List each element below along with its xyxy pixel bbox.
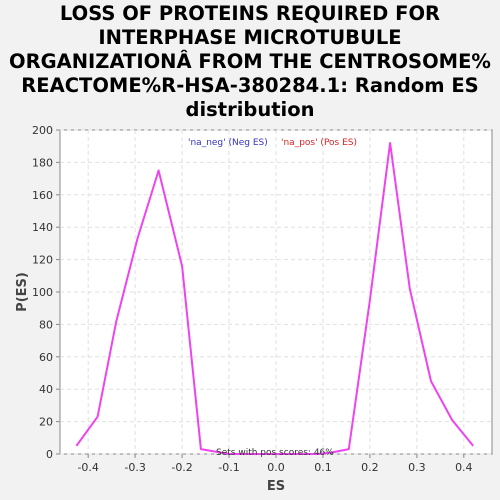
chart-title: LOSS OF PROTEINS REQUIRED FOR INTERPHASE… xyxy=(0,2,500,122)
y-tick-label: 140 xyxy=(32,221,53,234)
y-tick-label: 180 xyxy=(32,156,53,169)
x-tick-label: 0.2 xyxy=(361,461,379,474)
x-tick-label: 0.4 xyxy=(455,461,473,474)
y-tick-label: 20 xyxy=(39,416,53,429)
y-tick-label: 60 xyxy=(39,351,53,364)
y-tick-label: 0 xyxy=(46,448,53,461)
title-line: INTERPHASE MICROTUBULE xyxy=(98,26,402,49)
title-line: REACTOME%R-HSA-380284.1: Random ES xyxy=(21,74,479,97)
legend: 'na_neg' (Neg ES) 'na_pos' (Pos ES) xyxy=(188,138,357,148)
y-tick-label: 40 xyxy=(39,383,53,396)
y-tick-label: 100 xyxy=(32,286,53,299)
legend-entry-neg: 'na_neg' (Neg ES) xyxy=(188,138,268,148)
x-tick-label: -0.2 xyxy=(171,461,192,474)
title-line: ORGANIZATIONÂ FROM THE CENTROSOME% xyxy=(9,50,491,73)
es-series-line xyxy=(75,142,474,455)
y-tick-label: 80 xyxy=(39,318,53,331)
legend-entry-pos: 'na_pos' (Pos ES) xyxy=(281,138,357,148)
title-line: distribution xyxy=(185,98,315,121)
x-tick-label: -0.3 xyxy=(124,461,145,474)
x-tick-label: 0.1 xyxy=(314,461,332,474)
y-tick-label: 200 xyxy=(32,124,53,137)
x-tick-label: -0.1 xyxy=(218,461,239,474)
y-axis-label: P(ES) xyxy=(15,272,30,312)
y-tick-label: 120 xyxy=(32,254,53,267)
x-axis-label: ES xyxy=(267,479,285,494)
series-layer xyxy=(75,142,474,455)
x-tick-label: 0.3 xyxy=(408,461,426,474)
title-line: LOSS OF PROTEINS REQUIRED FOR xyxy=(59,2,441,25)
x-tick-label: 0.0 xyxy=(267,461,285,474)
y-tick-label: 160 xyxy=(32,189,53,202)
axes: -0.4 -0.3 -0.2 -0.1 0.0 0.1 0.2 0.3 0.4 0 20 40 60 80… xyxy=(32,124,473,474)
x-tick-label: -0.4 xyxy=(77,461,98,474)
chart-annotation: Sets with pos scores: 46% xyxy=(216,448,334,458)
